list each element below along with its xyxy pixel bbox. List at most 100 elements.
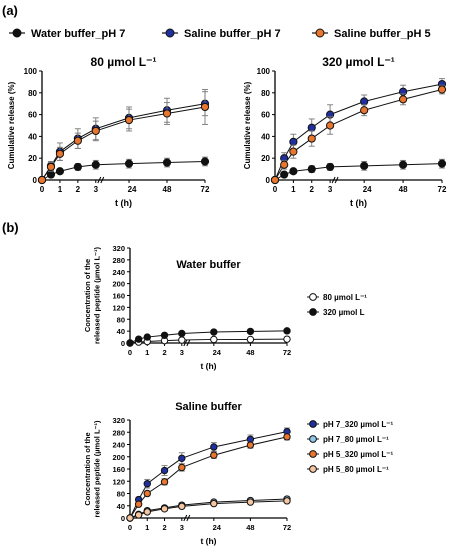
y-axis-label: Concentration of thereleased peptide (µm… bbox=[83, 420, 102, 518]
data-point bbox=[246, 441, 255, 449]
chart-a-80: 80 µmol L⁻¹ 0 20 40 60 80 100 0 1 2 3 24 48 72 t (h) Cu… bbox=[7, 55, 210, 208]
legend-marker bbox=[309, 435, 317, 443]
legend-marker bbox=[309, 465, 317, 473]
panel-b-saline-legend: pH 7_320 µmol L⁻¹ pH 7_80 µmol L⁻¹ pH 5_32… bbox=[307, 420, 394, 474]
data-point bbox=[437, 159, 447, 168]
data-point bbox=[143, 480, 151, 488]
y-axis-label-line: released peptide (µmol L⁻¹) bbox=[93, 246, 102, 344]
chart-title: 320 µmol L⁻¹ bbox=[322, 55, 395, 69]
series-1 bbox=[270, 78, 447, 185]
legend-marker bbox=[12, 28, 22, 38]
data-point bbox=[289, 167, 298, 176]
panel-a-legend: Water buffer_pH 7 Saline buffer_pH 7 Salin… bbox=[9, 28, 431, 40]
x-tick-label: 1 bbox=[145, 348, 149, 357]
series-1 bbox=[126, 327, 291, 347]
y-tick-label: 40 bbox=[117, 327, 125, 336]
data-point bbox=[37, 175, 47, 185]
axis-break bbox=[183, 514, 188, 522]
x-tick-label: 48 bbox=[246, 523, 254, 532]
legend-label: Saline buffer_pH 5 bbox=[334, 28, 431, 40]
panel-b-label: (b) bbox=[2, 220, 19, 235]
data-point bbox=[73, 162, 82, 172]
legend-label: Water buffer_pH 7 bbox=[31, 28, 125, 40]
legend-label: 320 µmol L bbox=[323, 308, 365, 317]
x-tick-label: 3 bbox=[328, 185, 333, 194]
series-line bbox=[41, 103, 206, 181]
x-tick-label: 1 bbox=[145, 523, 149, 532]
y-axis-label-line: released peptide (µmol L⁻¹) bbox=[93, 420, 102, 518]
data-point bbox=[210, 328, 218, 336]
x-tick-label: 2 bbox=[162, 348, 166, 357]
x-tick-label: 24 bbox=[213, 523, 222, 532]
data-point bbox=[73, 136, 82, 145]
data-point bbox=[126, 339, 134, 347]
data-point bbox=[160, 478, 169, 486]
data-point bbox=[124, 159, 134, 168]
panel-a-label: (a) bbox=[2, 3, 18, 18]
x-axis-label: t (h) bbox=[200, 361, 216, 371]
y-tick-label: 160 bbox=[112, 292, 125, 301]
y-tick-label: 280 bbox=[112, 256, 125, 265]
x-tick-label: 1 bbox=[291, 185, 296, 194]
x-tick-label: 2 bbox=[162, 523, 166, 532]
y-tick-label: 160 bbox=[112, 465, 125, 474]
x-tick-label: 24 bbox=[213, 348, 222, 357]
data-point bbox=[134, 335, 143, 343]
x-tick-label: 2 bbox=[310, 185, 315, 194]
data-point bbox=[91, 160, 100, 169]
data-point bbox=[178, 336, 186, 344]
x-tick-label: 48 bbox=[399, 185, 408, 194]
x-tick-label: 0 bbox=[128, 348, 132, 357]
y-tick-label: 0 bbox=[266, 176, 271, 185]
data-point bbox=[134, 500, 143, 508]
series-3 bbox=[126, 497, 291, 522]
y-tick-label: 40 bbox=[261, 132, 270, 141]
legend-marker bbox=[309, 420, 317, 428]
axis-break bbox=[331, 176, 336, 184]
y-tick-label: 120 bbox=[112, 477, 125, 486]
legend-label: 80 µmol L⁻¹ bbox=[323, 293, 367, 302]
y-tick-label: 80 bbox=[117, 490, 125, 499]
legend-label: pH 5_320 µmol L⁻¹ bbox=[323, 450, 394, 459]
data-point bbox=[283, 497, 291, 505]
data-point bbox=[283, 433, 291, 441]
x-tick-label: 1 bbox=[58, 185, 63, 194]
data-point bbox=[46, 162, 56, 172]
data-point bbox=[210, 499, 218, 508]
y-tick-label: 100 bbox=[24, 67, 38, 76]
data-point bbox=[307, 165, 316, 174]
legend-label: pH 7_320 µmol L⁻¹ bbox=[323, 420, 394, 429]
y-tick-label: 0 bbox=[33, 176, 38, 185]
data-point bbox=[160, 331, 169, 339]
x-axis-label: t (h) bbox=[350, 198, 367, 208]
y-tick-label: 20 bbox=[261, 154, 270, 163]
series-2 bbox=[126, 433, 291, 522]
y-axis-label: Concentration of thereleased peptide (µm… bbox=[83, 246, 102, 344]
data-point bbox=[307, 123, 316, 132]
legend-marker bbox=[315, 28, 325, 38]
x-tick-label: 48 bbox=[246, 348, 254, 357]
y-tick-label: 240 bbox=[112, 441, 125, 450]
axis-break bbox=[100, 176, 105, 184]
legend-marker bbox=[165, 28, 175, 38]
axis-break bbox=[334, 176, 339, 184]
data-point bbox=[246, 327, 255, 336]
x-tick-label: 48 bbox=[163, 185, 172, 194]
series-line bbox=[129, 431, 288, 519]
legend-marker bbox=[309, 450, 317, 458]
y-tick-label: 60 bbox=[28, 111, 37, 120]
y-tick-label: 0 bbox=[121, 514, 125, 523]
series-2 bbox=[37, 89, 210, 185]
series-line bbox=[41, 160, 206, 181]
data-point bbox=[270, 175, 280, 185]
data-point bbox=[307, 134, 316, 143]
y-tick-label: 40 bbox=[28, 132, 37, 141]
data-point bbox=[246, 335, 255, 344]
chart-a-320: 320 µmol L⁻¹ 0 20 40 60 80 100 0 1 2 3 24 48 72 t (h) C… bbox=[243, 55, 447, 208]
y-tick-label: 20 bbox=[28, 154, 37, 163]
data-point bbox=[360, 97, 369, 106]
data-point bbox=[280, 160, 289, 169]
x-tick-label: 3 bbox=[180, 523, 184, 532]
data-point bbox=[326, 121, 335, 130]
